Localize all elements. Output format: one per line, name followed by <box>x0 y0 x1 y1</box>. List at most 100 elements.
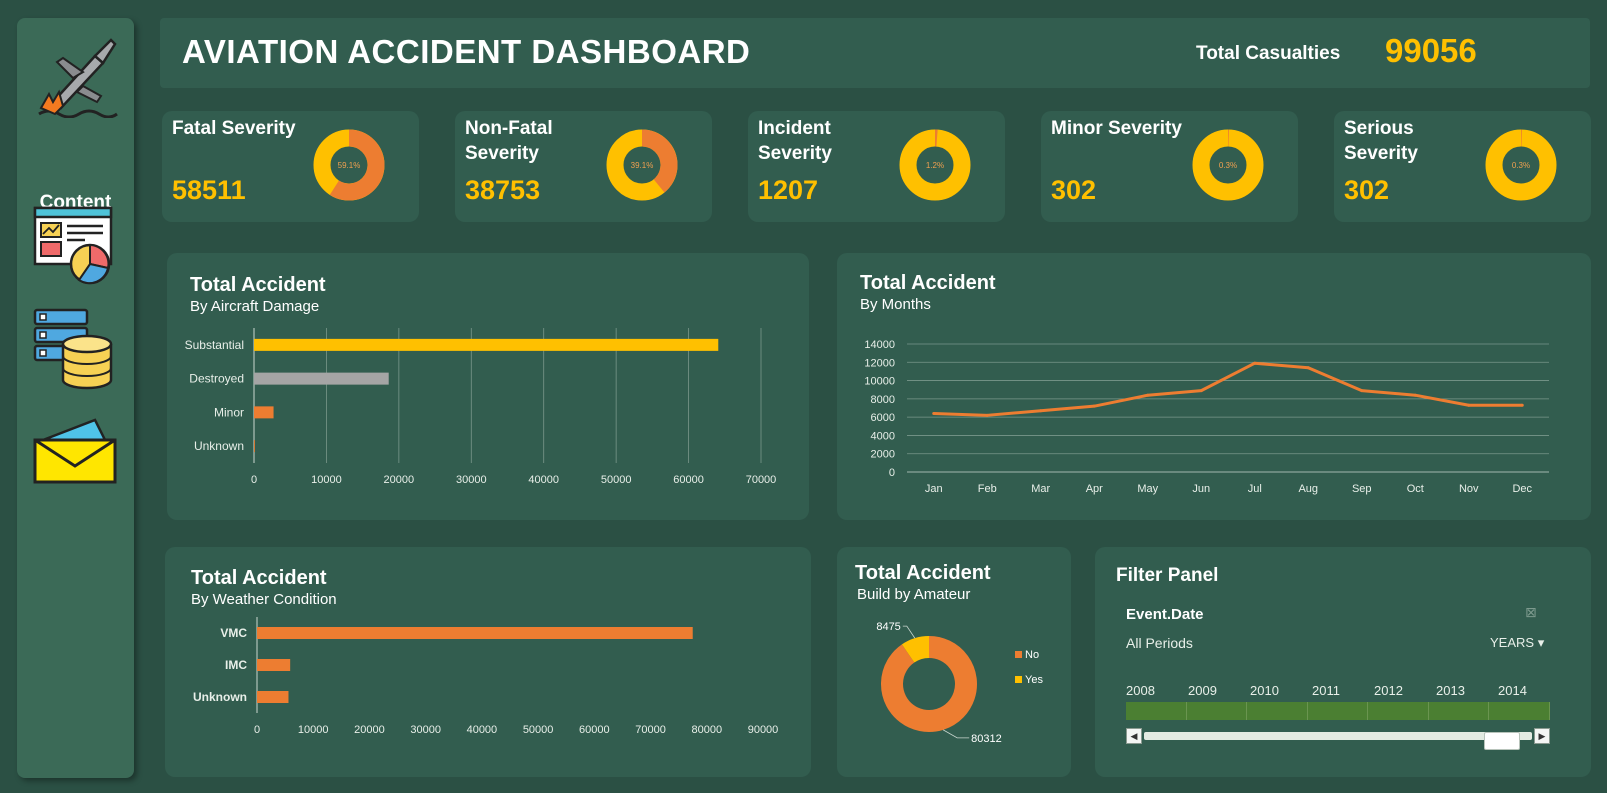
leader-line <box>902 625 916 639</box>
timeline-cell[interactable] <box>1186 702 1248 720</box>
donut-slice <box>881 636 977 732</box>
kpi-value: 58511 <box>172 175 246 205</box>
kpi-value: 38753 <box>465 175 541 205</box>
donut-percent-label: 0.3% <box>1512 161 1530 170</box>
airplane-crash-icon[interactable] <box>33 30 119 123</box>
donut-percent-label: 59.1% <box>338 161 361 170</box>
mail-icon[interactable] <box>33 418 117 489</box>
filter-field-name: Event.Date <box>1126 606 1204 623</box>
weather-bar-chart: 0 10000 20000 30000 40000 50000 60000 70000 8000… <box>193 617 779 736</box>
kpi-card-non-fatal: Non-Fatal Severity 38753 39.1% <box>455 111 712 222</box>
data-point <box>1520 403 1524 407</box>
chart-subtitle: Build by Amateur <box>857 586 971 603</box>
granularity-dropdown[interactable]: YEARS ▾ <box>1490 635 1544 651</box>
kpi-donut-chart: 0.3% <box>1485 129 1557 201</box>
donut-share-arc <box>641 129 678 193</box>
donut-percent-label: 1.2% <box>926 161 944 170</box>
y-tick-label: 14000 <box>864 339 895 351</box>
category-label: IMC <box>225 658 247 672</box>
data-point <box>1253 361 1257 365</box>
kpi-donut-chart: 1.2% <box>899 129 971 201</box>
timeline-year-label: 2011 <box>1312 683 1340 698</box>
x-tick-label: 70000 <box>635 724 666 736</box>
aircraft-damage-bar-chart: 0 10000 20000 30000 40000 50000 60000 70000 Subs… <box>185 328 776 486</box>
timeline-cell[interactable] <box>1247 702 1308 720</box>
data-point <box>985 413 989 417</box>
timeline-year-label: 2009 <box>1188 683 1217 698</box>
x-tick-label: 50000 <box>523 724 554 736</box>
x-tick-label: 80000 <box>691 724 722 736</box>
scroll-thumb[interactable] <box>1484 732 1520 750</box>
timeline-cell[interactable] <box>1368 702 1429 720</box>
timeline-cell[interactable] <box>1126 702 1187 720</box>
data-point <box>1199 389 1203 393</box>
scroll-left-icon[interactable]: ◀ <box>1126 728 1142 744</box>
kpi-card-serious: Serious Severity 302 0.3% <box>1334 111 1591 222</box>
timeline-cell[interactable] <box>1307 702 1369 720</box>
leader-line <box>942 729 970 739</box>
sidebar: Content <box>17 18 134 778</box>
legend-swatch <box>1015 651 1022 658</box>
kpi-label: Fatal Severity <box>172 118 296 139</box>
category-label: Unknown <box>193 690 247 704</box>
dashboard-report-icon[interactable] <box>33 206 113 291</box>
slice-value-label: 8475 <box>876 621 900 633</box>
y-tick-label: 10000 <box>864 376 895 388</box>
x-tick-label: Oct <box>1407 483 1424 495</box>
timeline-year-label: 2010 <box>1250 683 1279 698</box>
donut-percent-label: 0.3% <box>1219 161 1237 170</box>
timeline-bar[interactable] <box>1126 702 1551 720</box>
bar <box>254 440 255 453</box>
scroll-track[interactable] <box>1144 732 1532 750</box>
total-casualties-label: Total Casualties <box>1196 43 1341 64</box>
clear-filter-icon[interactable]: ⊠ <box>1525 604 1537 620</box>
timeline-cell[interactable] <box>1489 702 1551 720</box>
data-point <box>1467 403 1471 407</box>
amateur-donut-chart: 80312 8475 No Yes <box>876 621 1043 745</box>
timeline-year-label: 2012 <box>1374 683 1403 698</box>
bar <box>257 659 291 671</box>
legend-label: No <box>1025 649 1039 661</box>
x-tick-label: 40000 <box>528 474 559 486</box>
category-label: Substantial <box>185 338 244 352</box>
x-tick-label: 60000 <box>673 474 704 486</box>
x-tick-label: Feb <box>978 483 997 495</box>
category-label: Destroyed <box>189 372 244 386</box>
kpi-label: Serious Severity <box>1344 118 1418 164</box>
data-point <box>1092 404 1096 408</box>
x-tick-label: 50000 <box>601 474 632 486</box>
y-tick-label: 12000 <box>864 357 895 369</box>
x-tick-label: 30000 <box>410 724 441 736</box>
database-icon[interactable] <box>33 308 113 395</box>
x-tick-label: Sep <box>1352 483 1372 495</box>
timeline-year-label: 2014 <box>1498 683 1527 698</box>
y-tick-label: 0 <box>889 467 895 479</box>
donut-share-arc <box>329 129 385 201</box>
bar <box>257 691 289 703</box>
timeline-scrollbar[interactable]: ◀ ▶ <box>1126 727 1550 750</box>
x-tick-label: 0 <box>254 724 260 736</box>
filter-period-label: All Periods <box>1126 635 1193 651</box>
category-label: Minor <box>214 405 244 419</box>
chart-title: Total Accident <box>855 562 991 584</box>
y-tick-label: 6000 <box>871 412 895 424</box>
series-line <box>933 361 1523 417</box>
legend-swatch <box>1015 676 1022 683</box>
kpi-card-minor: Minor Severity 302 0.3% <box>1041 111 1298 222</box>
data-point <box>1413 393 1417 397</box>
x-tick-label: Mar <box>1031 483 1050 495</box>
x-tick-label: 30000 <box>456 474 487 486</box>
chart-panel-months: Total Accident By Months 0 2000 4000 6000 80… <box>837 253 1591 520</box>
x-tick-label: May <box>1137 483 1158 495</box>
bar <box>257 627 693 639</box>
scroll-right-icon[interactable]: ▶ <box>1534 728 1550 744</box>
chart-subtitle: By Weather Condition <box>191 591 337 608</box>
filter-panel: Filter Panel Event.Date ⊠ All Periods YE… <box>1095 547 1591 777</box>
timeline-cell[interactable] <box>1428 702 1490 720</box>
kpi-label: Non-Fatal Severity <box>465 118 553 164</box>
x-tick-label: 90000 <box>748 724 779 736</box>
chart-subtitle: By Months <box>860 296 931 313</box>
page-title: AVIATION ACCIDENT DASHBOARD <box>182 33 751 70</box>
kpi-donut-chart: 0.3% <box>1192 129 1264 201</box>
donut-slice <box>901 636 930 663</box>
